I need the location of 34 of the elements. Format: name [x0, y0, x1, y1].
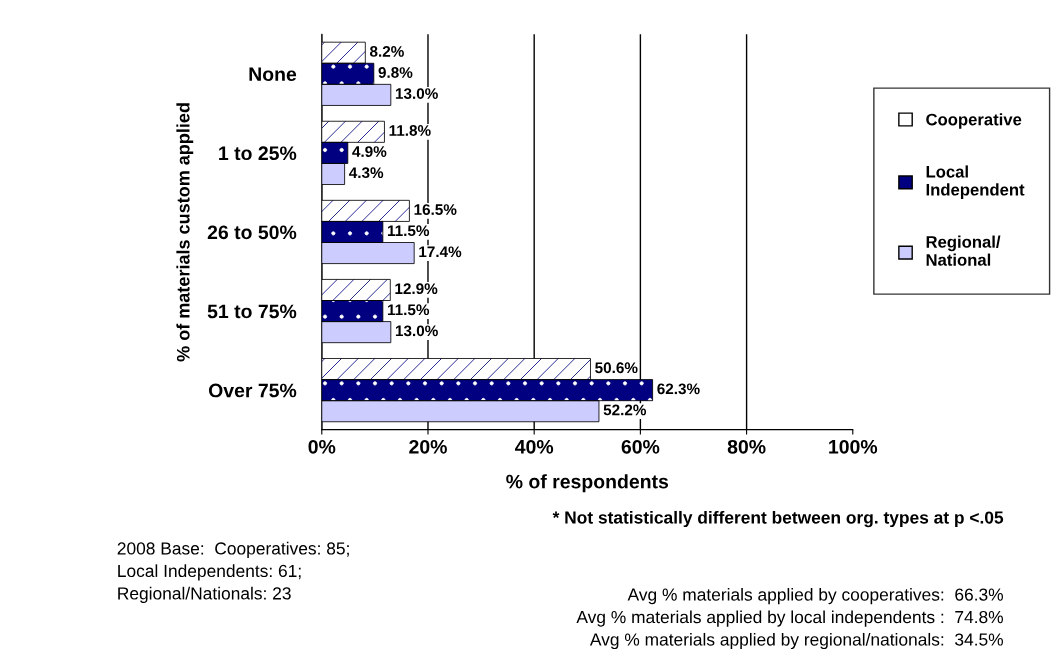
- data-label: 9.8%: [378, 67, 413, 78]
- x-tick-label: 100%: [829, 439, 878, 454]
- y-tick-label: 26 to 50%: [207, 225, 297, 240]
- data-label: 12.9%: [395, 283, 438, 295]
- legend-label: Regional/ National: [926, 235, 1001, 266]
- data-label: 52.2%: [603, 404, 647, 416]
- text: Avg % materials applied by cooperatives: 66.3% Avg % materials applied by local independents : 74.8% Avg % materials applied by regional/nationals: 34.5%: [576, 587, 1003, 650]
- data-label: 11.5%: [387, 225, 430, 237]
- x-tick-label: 20%: [409, 439, 447, 454]
- text: 2008 Base: Cooperatives: 85; Local Independents: 61; Regional/Nationals: 23: [117, 541, 349, 603]
- y-axis-title: % of materials custom applied: [176, 103, 194, 362]
- data-label: 11.8%: [389, 125, 431, 136]
- data-label: 13.0%: [395, 325, 438, 337]
- x-tick-label: 60%: [621, 439, 660, 454]
- data-label: 13.0%: [395, 88, 438, 100]
- x-tick-label: 40%: [515, 439, 554, 454]
- y-tick-label: 1 to 25%: [219, 146, 297, 161]
- y-tick-label: None: [249, 67, 297, 82]
- x-tick-label: 80%: [727, 439, 766, 454]
- data-label: 4.3%: [349, 167, 384, 179]
- data-label: 17.4%: [419, 246, 462, 258]
- x-axis-title: % of respondents: [506, 474, 669, 493]
- y-tick-label: Over 75%: [208, 383, 297, 398]
- data-label: 62.3%: [657, 383, 700, 395]
- data-label: 4.9%: [352, 146, 387, 157]
- text: Cooperative: [926, 113, 1022, 129]
- y-tick-label: 51 to 75%: [207, 304, 297, 319]
- data-label: 11.5%: [387, 304, 430, 316]
- text: * Not statistically different between org. types at p <.05: [552, 510, 1004, 528]
- legend-label: Local Independent: [926, 165, 1025, 199]
- data-label: 50.6%: [595, 362, 638, 374]
- x-tick-label: 0%: [308, 439, 336, 454]
- data-label: 16.5%: [414, 204, 457, 215]
- data-label: 8.2%: [369, 46, 404, 57]
